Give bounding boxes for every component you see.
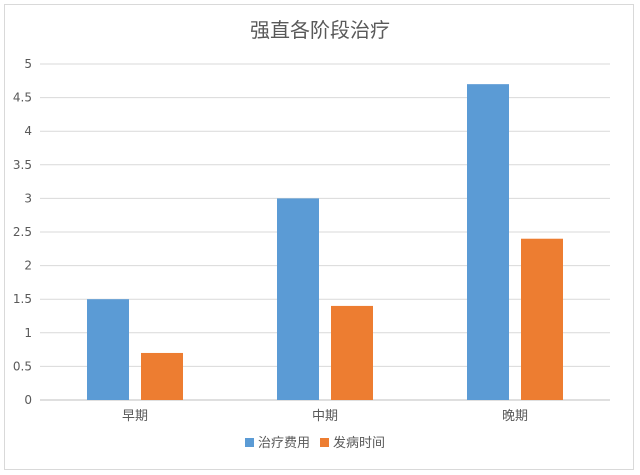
y-tick-label: 3: [24, 191, 32, 205]
legend-swatch: [245, 438, 254, 447]
y-tick-label: 4.5: [13, 91, 32, 105]
y-tick-label: 4: [24, 124, 32, 138]
bar-treatment-cost: [467, 84, 509, 400]
legend-label: 发病时间: [333, 435, 385, 451]
bar-treatment-cost: [87, 299, 129, 400]
bar-onset-time: [331, 305, 373, 400]
x-category-label: 晚期: [502, 409, 528, 424]
y-axis-ticks: 0 0.5 1 1.5 2 2.5 3 3.5 4 4.5 5: [13, 57, 32, 407]
bar-onset-time: [141, 352, 183, 400]
bar-onset-time: [521, 238, 563, 400]
y-tick-label: 1: [24, 326, 32, 340]
y-tick-label: 1.5: [13, 292, 32, 306]
legend: 治疗费用 发病时间: [245, 435, 385, 451]
gridlines: [40, 63, 610, 401]
bars: [87, 84, 563, 400]
bar-treatment-cost: [277, 198, 319, 400]
x-category-label: 早期: [122, 409, 148, 424]
y-tick-label: 3.5: [13, 158, 32, 172]
x-category-label: 中期: [312, 409, 338, 424]
chart-title: 强直各阶段治疗: [250, 18, 390, 42]
y-tick-label: 5: [24, 57, 32, 71]
x-axis-categories: 早期 中期 晚期: [122, 409, 528, 424]
y-tick-label: 0.5: [13, 359, 32, 373]
y-tick-label: 2.5: [13, 225, 32, 239]
legend-swatch: [320, 438, 329, 447]
legend-label: 治疗费用: [258, 436, 310, 451]
y-tick-label: 0: [24, 393, 32, 407]
y-tick-label: 2: [24, 259, 32, 273]
